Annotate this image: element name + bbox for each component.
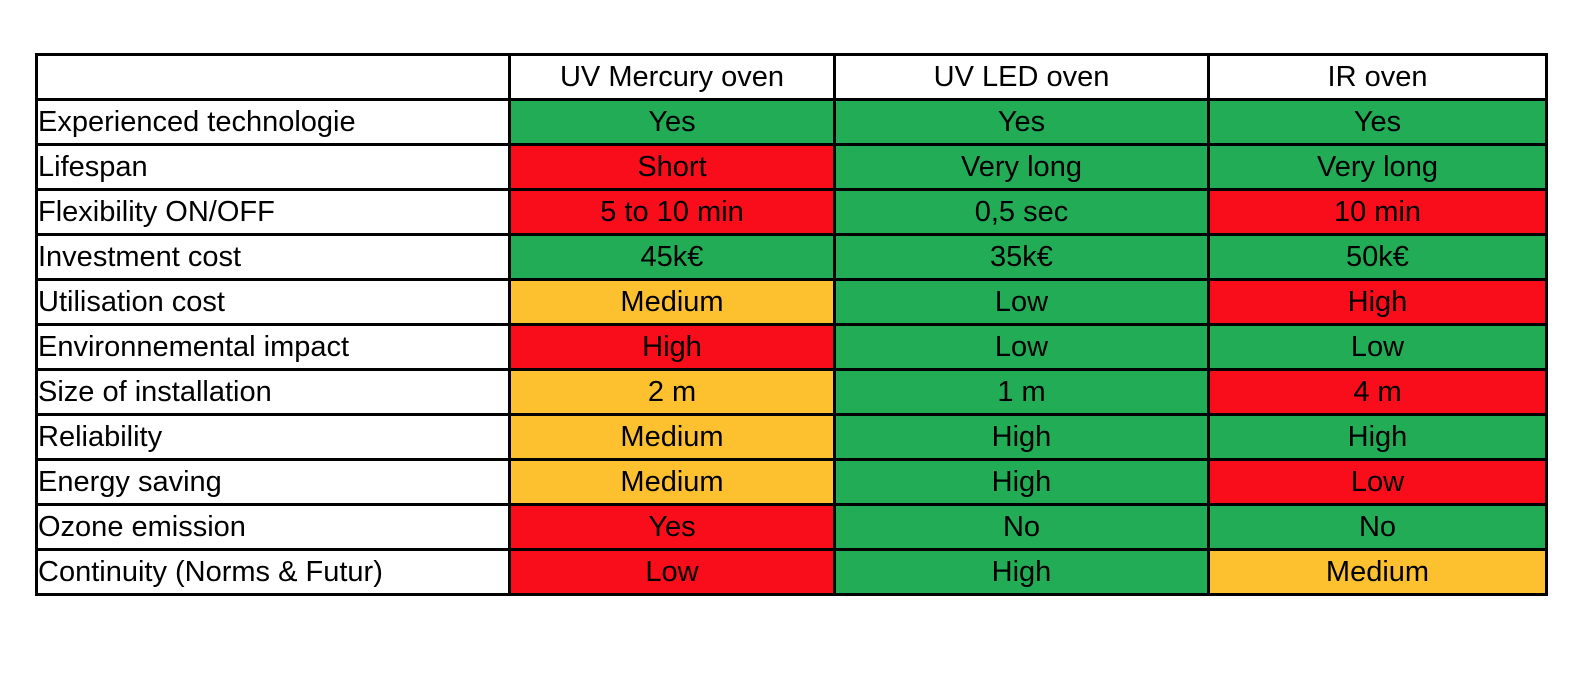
value-cell: 4 m bbox=[1207, 368, 1548, 416]
value-cell: Low bbox=[508, 548, 836, 596]
value-cell: Very long bbox=[833, 143, 1210, 191]
value-cell: Low bbox=[1207, 458, 1548, 506]
table-row: Experienced technologie Yes Yes Yes bbox=[35, 98, 1548, 146]
value-cell: No bbox=[1207, 503, 1548, 551]
table-row: Utilisation cost Medium Low High bbox=[35, 278, 1548, 326]
value-cell: 2 m bbox=[508, 368, 836, 416]
value-cell: Very long bbox=[1207, 143, 1548, 191]
value-cell: High bbox=[833, 413, 1210, 461]
value-cell: Low bbox=[833, 323, 1210, 371]
value-cell: No bbox=[833, 503, 1210, 551]
row-label: Lifespan bbox=[35, 143, 511, 191]
row-label: Investment cost bbox=[35, 233, 511, 281]
row-label: Utilisation cost bbox=[35, 278, 511, 326]
value-cell: 1 m bbox=[833, 368, 1210, 416]
row-label: Environnemental impact bbox=[35, 323, 511, 371]
oven-comparison-table: UV Mercury oven UV LED oven IR oven Expe… bbox=[35, 53, 1548, 596]
row-label: Reliability bbox=[35, 413, 511, 461]
value-cell: High bbox=[833, 548, 1210, 596]
table-row: Flexibility ON/OFF 5 to 10 min 0,5 sec 10 m… bbox=[35, 188, 1548, 236]
corner-empty-cell bbox=[35, 53, 511, 101]
value-cell: 35k€ bbox=[833, 233, 1210, 281]
row-label: Energy saving bbox=[35, 458, 511, 506]
value-cell: High bbox=[833, 458, 1210, 506]
row-label: Size of installation bbox=[35, 368, 511, 416]
value-cell: 45k€ bbox=[508, 233, 836, 281]
value-cell: Yes bbox=[833, 98, 1210, 146]
value-cell: Medium bbox=[508, 458, 836, 506]
value-cell: High bbox=[1207, 278, 1548, 326]
value-cell: 10 min bbox=[1207, 188, 1548, 236]
table-row: Reliability Medium High High bbox=[35, 413, 1548, 461]
header-row: UV Mercury oven UV LED oven IR oven bbox=[35, 53, 1548, 101]
value-cell: High bbox=[508, 323, 836, 371]
value-cell: Short bbox=[508, 143, 836, 191]
row-label: Ozone emission bbox=[35, 503, 511, 551]
table-row: Energy saving Medium High Low bbox=[35, 458, 1548, 506]
value-cell: Low bbox=[1207, 323, 1548, 371]
column-header-uv-led-oven: UV LED oven bbox=[833, 53, 1210, 101]
row-label: Flexibility ON/OFF bbox=[35, 188, 511, 236]
table-row: Investment cost 45k€ 35k€ 50k€ bbox=[35, 233, 1548, 281]
table-body: Experienced technologie Yes Yes Yes Lifespan… bbox=[35, 98, 1548, 596]
value-cell: Yes bbox=[508, 503, 836, 551]
row-label: Continuity (Norms & Futur) bbox=[35, 548, 511, 596]
value-cell: Yes bbox=[508, 98, 836, 146]
table-row: Lifespan Short Very long Very long bbox=[35, 143, 1548, 191]
value-cell: 50k€ bbox=[1207, 233, 1548, 281]
value-cell: Medium bbox=[508, 278, 836, 326]
table-row: Environnemental impact High Low Low bbox=[35, 323, 1548, 371]
table-row: Continuity (Norms & Futur) Low High Medium bbox=[35, 548, 1548, 596]
row-label: Experienced technologie bbox=[35, 98, 511, 146]
value-cell: Medium bbox=[508, 413, 836, 461]
value-cell: High bbox=[1207, 413, 1548, 461]
value-cell: Medium bbox=[1207, 548, 1548, 596]
column-header-uv-mercury-oven: UV Mercury oven bbox=[508, 53, 836, 101]
value-cell: 0,5 sec bbox=[833, 188, 1210, 236]
table-row: Ozone emission Yes No No bbox=[35, 503, 1548, 551]
column-header-ir-oven: IR oven bbox=[1207, 53, 1548, 101]
value-cell: Low bbox=[833, 278, 1210, 326]
value-cell: Yes bbox=[1207, 98, 1548, 146]
value-cell: 5 to 10 min bbox=[508, 188, 836, 236]
